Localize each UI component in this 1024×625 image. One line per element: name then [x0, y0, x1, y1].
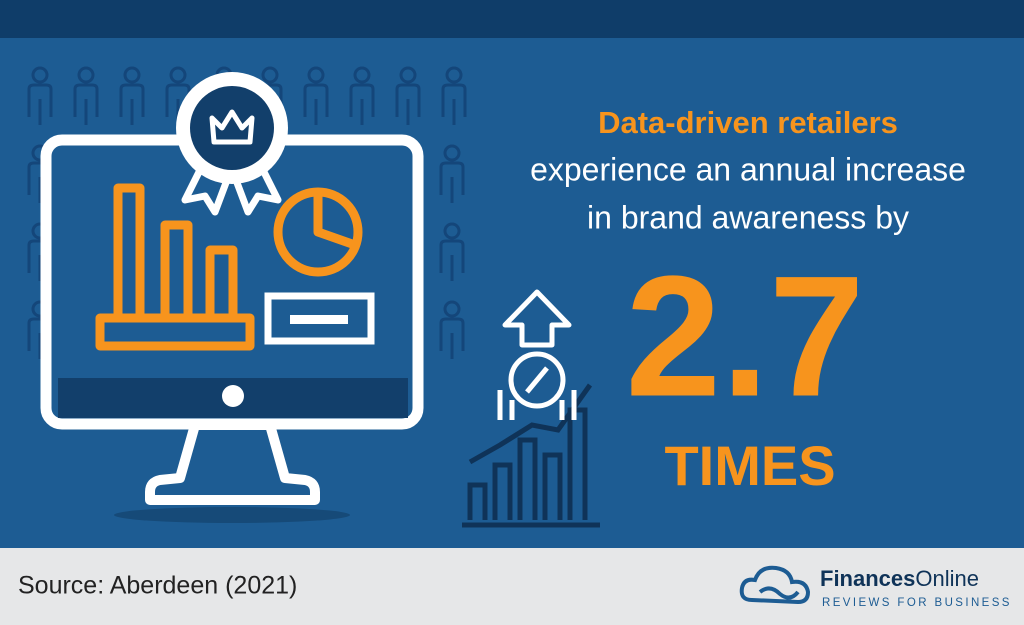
growth-icon [462, 383, 600, 528]
head [445, 66, 463, 84]
crown [209, 109, 255, 145]
footer-bar [0, 548, 1024, 625]
head [77, 66, 95, 84]
brand-light: Online [915, 566, 979, 591]
head [169, 66, 187, 84]
brand-bold: Finances [820, 566, 915, 591]
brand-tagline: REVIEWS FOR BUSINESS [822, 597, 1012, 609]
card [264, 292, 375, 345]
monitor-icon [40, 134, 424, 523]
percent-ring [508, 351, 566, 409]
head [123, 66, 141, 84]
body [349, 83, 375, 125]
logo-wave [758, 586, 800, 600]
body [439, 161, 465, 203]
headline-line: experience an annual increase [530, 151, 966, 187]
headline-highlight: Data-driven retailers [598, 105, 898, 140]
award-badge [176, 72, 288, 216]
stat-unit: TIMES [664, 434, 835, 497]
person-icon [439, 222, 465, 281]
bar-base [95, 313, 255, 351]
body [395, 83, 421, 125]
person-icon [349, 66, 375, 125]
person-icon [439, 300, 465, 359]
head [443, 144, 461, 162]
body [439, 317, 465, 359]
bar-chart-icon [95, 183, 363, 351]
stand [145, 420, 320, 505]
head [399, 66, 417, 84]
body [73, 83, 99, 125]
person-icon [395, 66, 421, 125]
person-icon [303, 66, 329, 125]
percent-slash [525, 366, 549, 394]
head [353, 66, 371, 84]
person-icon [27, 66, 53, 125]
brand-name: FinancesOnline [820, 566, 979, 591]
card-line [290, 315, 348, 324]
head [261, 66, 279, 84]
body [441, 83, 467, 125]
person-icon [441, 66, 467, 125]
shadow [114, 507, 350, 523]
body [303, 83, 329, 125]
percent-arrow-icon [497, 289, 577, 420]
top-band [0, 0, 1024, 38]
power-dot [222, 385, 244, 407]
head [443, 222, 461, 240]
source: Source: Aberdeen (2021) [18, 572, 297, 600]
logo-cloud [739, 565, 811, 605]
body [27, 83, 53, 125]
person-icon [119, 66, 145, 125]
stat-figure: 2.7 [625, 240, 864, 432]
ring-lines [497, 390, 577, 420]
pie-slice [313, 192, 357, 250]
growth-bars [462, 407, 600, 528]
person-icon [73, 66, 99, 125]
head [307, 66, 325, 84]
badge-inner [190, 86, 274, 170]
body [439, 239, 465, 281]
person-icon [439, 144, 465, 203]
head [31, 66, 49, 84]
headline-line: in brand awareness by [587, 199, 909, 235]
body [119, 83, 145, 125]
arrow [502, 289, 572, 348]
growth-line [468, 383, 593, 465]
head [443, 300, 461, 318]
